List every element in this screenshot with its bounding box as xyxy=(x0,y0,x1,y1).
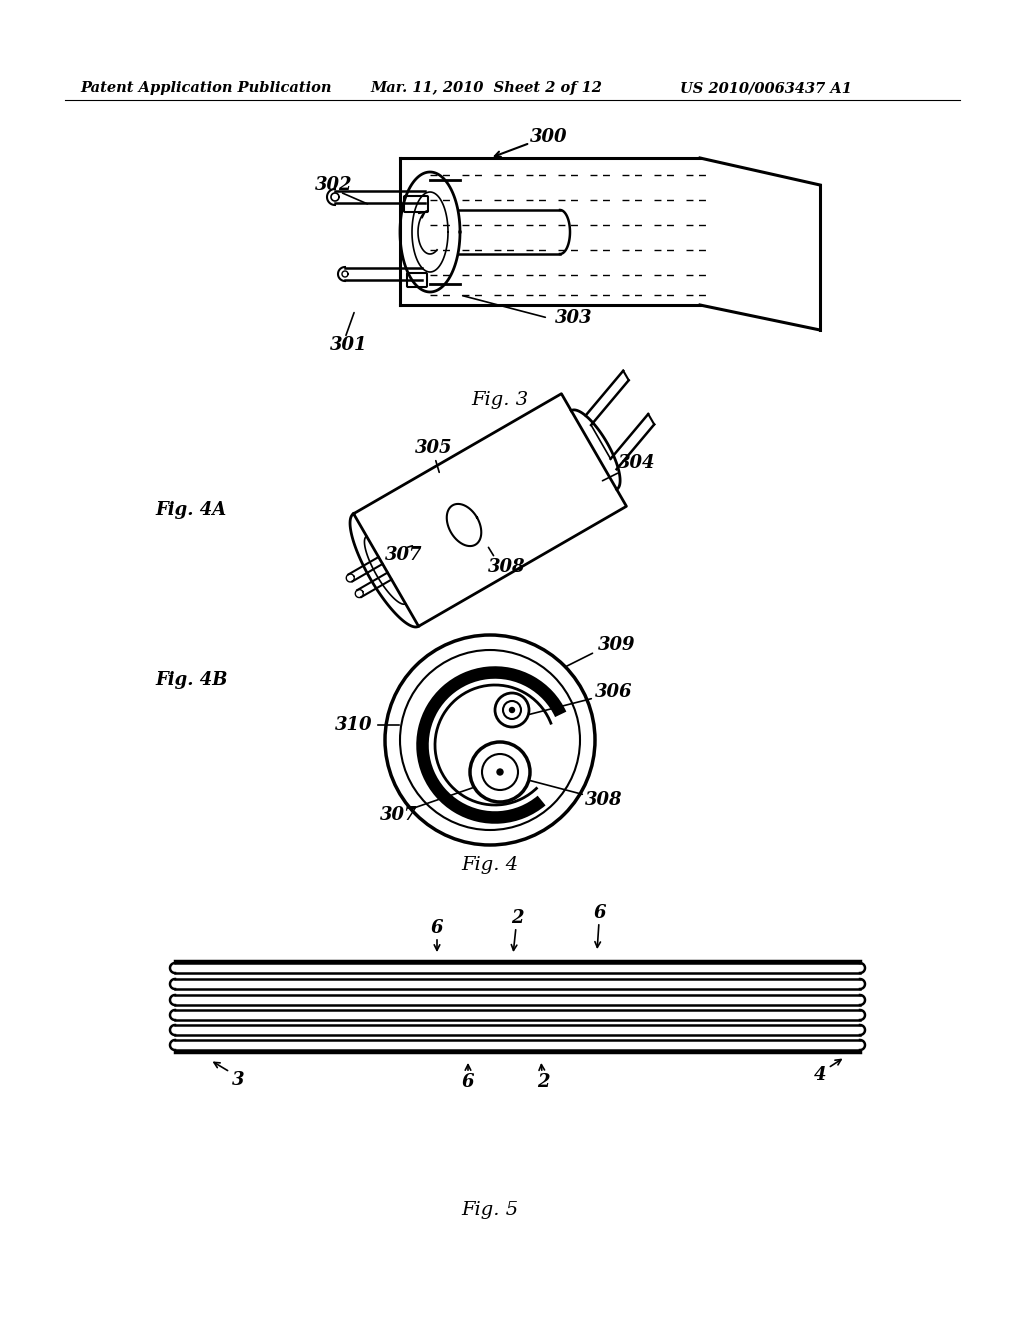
Text: Fig. 4: Fig. 4 xyxy=(462,855,518,874)
Text: Mar. 11, 2010  Sheet 2 of 12: Mar. 11, 2010 Sheet 2 of 12 xyxy=(370,81,602,95)
Text: 4: 4 xyxy=(814,1067,826,1084)
Text: 303: 303 xyxy=(555,309,593,327)
Text: US 2010/0063437 A1: US 2010/0063437 A1 xyxy=(680,81,852,95)
Text: 6: 6 xyxy=(594,904,606,921)
Text: Fig. 4A: Fig. 4A xyxy=(155,502,226,519)
Circle shape xyxy=(495,693,529,727)
Text: 2: 2 xyxy=(537,1073,549,1092)
Text: 306: 306 xyxy=(595,682,633,701)
Text: 301: 301 xyxy=(330,337,368,354)
Text: 302: 302 xyxy=(315,176,352,194)
Text: 300: 300 xyxy=(530,128,567,147)
FancyBboxPatch shape xyxy=(404,195,428,213)
Text: Fig. 4B: Fig. 4B xyxy=(155,671,227,689)
Text: 2: 2 xyxy=(511,909,523,927)
Circle shape xyxy=(510,708,514,713)
Circle shape xyxy=(497,770,503,775)
Circle shape xyxy=(470,742,530,803)
Text: 308: 308 xyxy=(488,558,525,576)
Text: 6: 6 xyxy=(431,919,443,937)
Text: 310: 310 xyxy=(335,715,373,734)
Text: 304: 304 xyxy=(618,454,655,473)
Text: Fig. 5: Fig. 5 xyxy=(462,1201,518,1218)
Text: Fig. 3: Fig. 3 xyxy=(471,391,528,409)
Text: 307: 307 xyxy=(385,546,423,564)
FancyBboxPatch shape xyxy=(407,273,427,286)
Text: 3: 3 xyxy=(231,1071,245,1089)
Text: 308: 308 xyxy=(585,791,623,809)
Text: 309: 309 xyxy=(598,636,636,653)
Text: 6: 6 xyxy=(462,1073,474,1092)
Text: Patent Application Publication: Patent Application Publication xyxy=(80,81,332,95)
Text: 305: 305 xyxy=(415,440,453,457)
Text: 307: 307 xyxy=(380,807,418,824)
